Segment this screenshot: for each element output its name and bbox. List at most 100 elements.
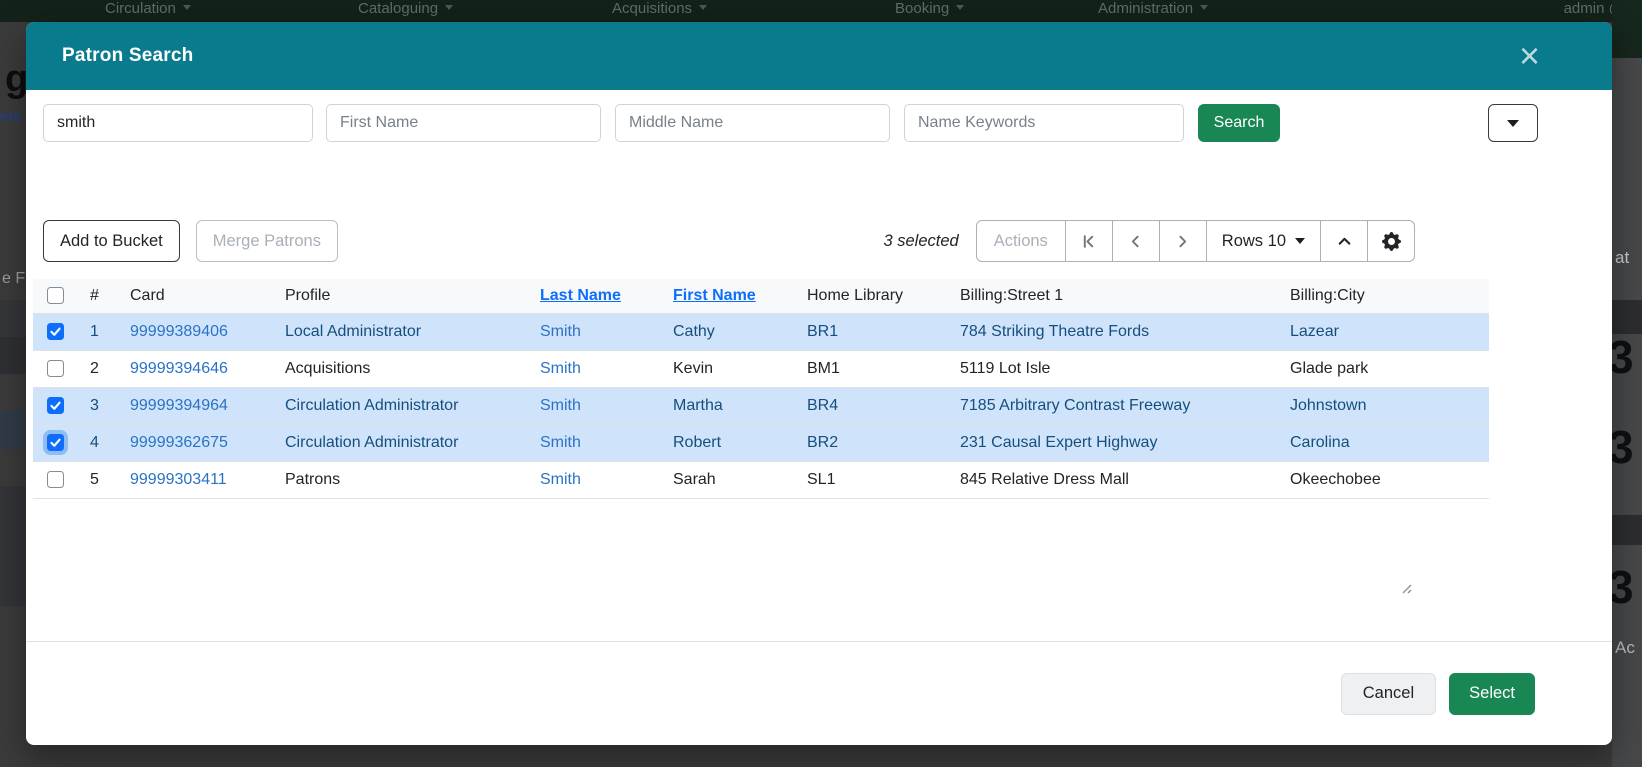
- last-name-input[interactable]: [43, 104, 313, 142]
- row-number-cell: 4: [80, 424, 120, 462]
- background-row-stripe: [0, 411, 26, 449]
- column-header-first-name-sort[interactable]: First Name: [673, 286, 756, 304]
- column-header-last-name-sort[interactable]: Last Name: [540, 286, 621, 304]
- select-all-checkbox[interactable]: [47, 287, 64, 305]
- home-library-cell: BR1: [797, 313, 950, 351]
- table-row[interactable]: 4 99999362675 Circulation Administrator …: [33, 424, 1489, 462]
- row-checkbox[interactable]: [47, 470, 64, 488]
- background-glyph-fragment: 3: [1612, 561, 1634, 613]
- first-name-cell: Robert: [663, 424, 797, 462]
- nav-item-acquisitions: Acquisitions: [612, 0, 707, 17]
- modal-footer: Cancel Select: [26, 641, 1612, 745]
- grid-toolbar: Add to Bucket Merge Patrons 3 selected A…: [26, 220, 1612, 262]
- nav-item-cataloguing: Cataloguing: [358, 0, 453, 17]
- billing-city-cell: Johnstown: [1280, 387, 1489, 425]
- last-name-link[interactable]: Smith: [530, 461, 663, 499]
- profile-cell: Circulation Administrator: [275, 424, 530, 462]
- background-glyph-fragment: 3: [1612, 331, 1634, 383]
- row-checkbox[interactable]: [47, 359, 64, 377]
- row-number-cell: 2: [80, 350, 120, 388]
- card-link[interactable]: 99999362675: [120, 424, 275, 462]
- cancel-button[interactable]: Cancel: [1340, 672, 1437, 715]
- first-name-input[interactable]: [326, 104, 601, 142]
- column-header-card: Card: [120, 279, 275, 314]
- background-right-strip: at Ac 3 3 3: [1612, 0, 1642, 767]
- add-to-bucket-button[interactable]: Add to Bucket: [43, 220, 180, 262]
- card-link[interactable]: 99999394646: [120, 350, 275, 388]
- chevron-down-icon: [1507, 119, 1519, 127]
- card-link[interactable]: 99999389406: [120, 313, 275, 351]
- table-row[interactable]: 3 99999394964 Circulation Administrator …: [33, 387, 1489, 425]
- search-button[interactable]: Search: [1198, 104, 1280, 142]
- card-link[interactable]: 99999303411: [120, 461, 275, 499]
- middle-name-input[interactable]: [615, 104, 890, 142]
- nav-item-booking: Booking: [895, 0, 964, 17]
- toolbar-right: 3 selected Actions Rows 10: [883, 220, 1415, 262]
- patron-search-modal: Patron Search × Search Add to Bucket Mer…: [26, 22, 1612, 745]
- background-glyph-fragment: 3: [1612, 421, 1634, 473]
- column-header-billing-city: Billing:City: [1280, 279, 1489, 314]
- billing-street-cell: 231 Causal Expert Highway: [950, 424, 1280, 462]
- actions-menu-button[interactable]: Actions: [975, 220, 1066, 262]
- background-dark-block: [1612, 515, 1642, 545]
- profile-cell: Patrons: [275, 461, 530, 499]
- billing-street-cell: 7185 Arbitrary Contrast Freeway: [950, 387, 1280, 425]
- first-name-cell: Cathy: [663, 313, 797, 351]
- chevron-down-icon: [1295, 238, 1305, 244]
- profile-cell: Local Administrator: [275, 313, 530, 351]
- row-number-cell: 3: [80, 387, 120, 425]
- nav-item-administration: Administration: [1098, 0, 1208, 17]
- table-row[interactable]: 2 99999394646 Acquisitions Smith Kevin B…: [33, 350, 1489, 388]
- background-dark-block: [1612, 300, 1642, 334]
- next-page-button[interactable]: [1159, 220, 1207, 262]
- patron-results-grid: # Card Profile Last Name First Name Home…: [33, 279, 1612, 499]
- row-checkbox[interactable]: [47, 433, 64, 451]
- card-link[interactable]: 99999394964: [120, 387, 275, 425]
- billing-city-cell: Glade park: [1280, 350, 1489, 388]
- chevron-right-icon: [1179, 235, 1187, 247]
- previous-page-button[interactable]: [1112, 220, 1160, 262]
- row-checkbox[interactable]: [47, 322, 64, 340]
- last-name-link[interactable]: Smith: [530, 313, 663, 351]
- close-icon[interactable]: ×: [1518, 35, 1540, 76]
- column-header-billing-street: Billing:Street 1: [950, 279, 1280, 314]
- patron-table-body: 1 99999389406 Local Administrator Smith …: [33, 313, 1489, 499]
- billing-street-cell: 5119 Lot Isle: [950, 350, 1280, 388]
- billing-street-cell: 784 Striking Theatre Fords: [950, 313, 1280, 351]
- column-header-number: #: [80, 279, 120, 314]
- billing-city-cell: Okeechobee: [1280, 461, 1489, 499]
- last-name-link[interactable]: Smith: [530, 350, 663, 388]
- last-name-link[interactable]: Smith: [530, 387, 663, 425]
- search-options-toggle-button[interactable]: [1488, 104, 1538, 142]
- merge-patrons-button[interactable]: Merge Patrons: [195, 220, 338, 262]
- chevron-up-icon: [1338, 237, 1350, 245]
- row-checkbox[interactable]: [47, 396, 64, 414]
- home-library-cell: BR4: [797, 387, 950, 425]
- first-page-button[interactable]: [1065, 220, 1113, 262]
- background-row-stripe: [0, 486, 26, 606]
- rows-per-page-label: Rows 10: [1221, 231, 1286, 250]
- first-page-icon: [1084, 234, 1094, 248]
- selected-count-label: 3 selected: [883, 231, 959, 250]
- row-number-cell: 5: [80, 461, 120, 499]
- background-heading-fragment: g: [5, 58, 29, 100]
- first-name-cell: Kevin: [663, 350, 797, 388]
- collapse-grid-button[interactable]: [1321, 220, 1368, 262]
- modal-title: Patron Search: [62, 45, 194, 66]
- billing-city-cell: Carolina: [1280, 424, 1489, 462]
- table-row[interactable]: 5 99999303411 Patrons Smith Sarah SL1 84…: [33, 461, 1489, 499]
- grid-settings-button[interactable]: [1368, 220, 1415, 262]
- row-number-cell: 1: [80, 313, 120, 351]
- table-header-row: # Card Profile Last Name First Name Home…: [33, 279, 1489, 314]
- rows-per-page-dropdown[interactable]: Rows 10: [1206, 220, 1321, 262]
- column-header-profile: Profile: [275, 279, 530, 314]
- table-row[interactable]: 1 99999389406 Local Administrator Smith …: [33, 313, 1489, 351]
- billing-street-cell: 845 Relative Dress Mall: [950, 461, 1280, 499]
- name-keywords-input[interactable]: [904, 104, 1184, 142]
- last-name-link[interactable]: Smith: [530, 424, 663, 462]
- select-button[interactable]: Select: [1449, 672, 1535, 715]
- profile-cell: Circulation Administrator: [275, 387, 530, 425]
- first-name-cell: Sarah: [663, 461, 797, 499]
- grid-resize-handle[interactable]: [1398, 580, 1412, 594]
